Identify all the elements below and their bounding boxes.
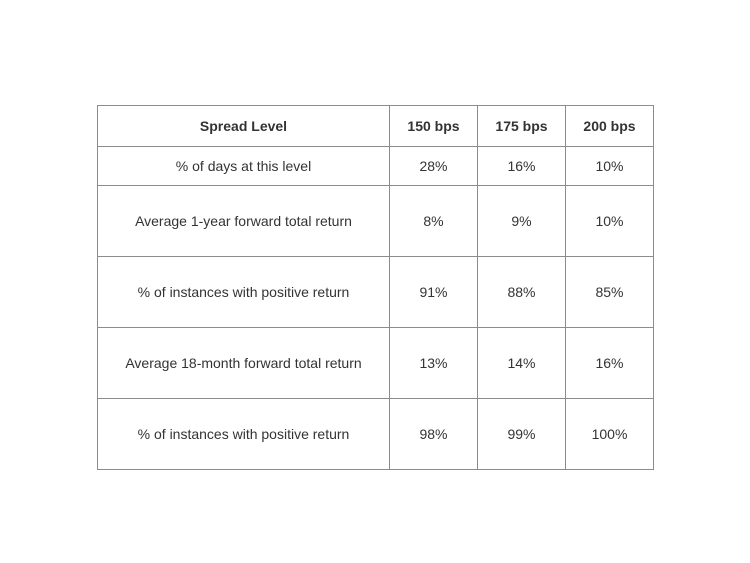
value-cell: 9%: [477, 185, 566, 257]
header-row: Spread Level 150 bps 175 bps 200 bps: [97, 105, 654, 147]
header-cell: 150 bps: [389, 105, 478, 147]
header-cell: 175 bps: [477, 105, 566, 147]
row-label: % of instances with positive return: [97, 398, 390, 470]
value-cell: 16%: [477, 146, 566, 186]
value-cell: 88%: [477, 256, 566, 328]
row-label: Average 1-year forward total return: [97, 185, 390, 257]
header-cell: Spread Level: [97, 105, 390, 147]
table-row: Average 1-year forward total return 8% 9% 1…: [97, 185, 654, 257]
value-cell: 10%: [565, 185, 654, 257]
table-header: Spread Level 150 bps 175 bps 200 bps: [97, 105, 654, 147]
row-label: % of days at this level: [97, 146, 390, 186]
table-body: % of days at this level 28% 16% 10% Average …: [97, 146, 654, 470]
value-cell: 91%: [389, 256, 478, 328]
value-cell: 100%: [565, 398, 654, 470]
value-cell: 85%: [565, 256, 654, 328]
value-cell: 13%: [389, 327, 478, 399]
value-cell: 8%: [389, 185, 478, 257]
table-row: Average 18-month forward total return 13%…: [97, 327, 654, 399]
row-label: % of instances with positive return: [97, 256, 390, 328]
header-cell: 200 bps: [565, 105, 654, 147]
table-row: % of instances with positive return 98% 99…: [97, 398, 654, 470]
table-row: % of days at this level 28% 16% 10%: [97, 146, 654, 186]
value-cell: 10%: [565, 146, 654, 186]
value-cell: 16%: [565, 327, 654, 399]
value-cell: 98%: [389, 398, 478, 470]
row-label: Average 18-month forward total return: [97, 327, 390, 399]
table-row: % of instances with positive return 91% 88…: [97, 256, 654, 328]
value-cell: 14%: [477, 327, 566, 399]
value-cell: 99%: [477, 398, 566, 470]
data-table: Spread Level 150 bps 175 bps 200 bps % of d…: [97, 105, 654, 470]
value-cell: 28%: [389, 146, 478, 186]
